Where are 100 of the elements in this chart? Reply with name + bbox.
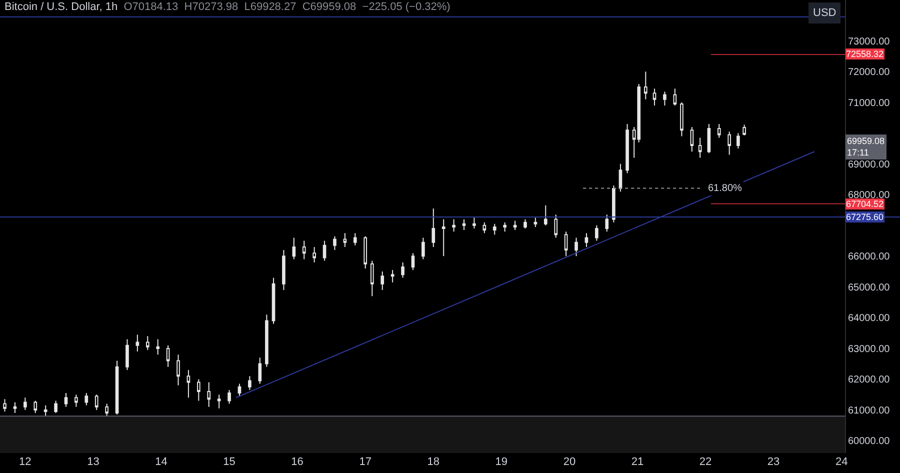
candlestick: [673, 88, 677, 106]
candlestick: [401, 262, 404, 278]
candlestick: [612, 184, 616, 223]
x-tick-label: 12: [19, 456, 32, 468]
candlestick: [472, 217, 476, 229]
candlestick: [64, 392, 68, 408]
y-tick-label: 68000.00: [848, 190, 890, 202]
annotation: USD: [813, 7, 836, 19]
x-tick-label: 24: [835, 456, 848, 468]
candlestick: [690, 126, 694, 152]
candlestick: [503, 222, 506, 232]
x-tick-label: 14: [155, 456, 168, 468]
candlestick: [136, 334, 140, 352]
candlestick: [626, 123, 629, 174]
candlestick: [728, 131, 732, 156]
candlestick: [554, 214, 558, 238]
candlestick: [156, 338, 160, 356]
x-tick-label: 20: [563, 456, 576, 468]
x-tick-label: 18: [427, 456, 440, 468]
y-tick-label: 63000.00: [848, 344, 890, 355]
candlestick: [272, 277, 276, 324]
y-tick-label: 62000.00: [848, 374, 890, 386]
candlestick: [176, 354, 180, 386]
candlestick: [462, 218, 466, 231]
candlestick: [663, 91, 666, 106]
candlestick: [574, 237, 578, 257]
y-tick-label: 66000.00: [848, 252, 890, 263]
candlestick: [544, 204, 548, 226]
y-tick-label: 71000.00: [848, 98, 890, 109]
candlestick: [742, 124, 746, 136]
x-tick-label: 19: [495, 456, 508, 468]
x-tick-label: 16: [291, 456, 304, 468]
candlestick: [584, 232, 588, 248]
candlestick: [302, 240, 306, 260]
text: 69959.08 17:11: [847, 136, 885, 158]
candlestick: [353, 232, 357, 246]
candlestick: [364, 236, 368, 269]
candlestick: [115, 360, 119, 416]
chart-title: Bitcoin / U.S. Dollar, 1h: [4, 1, 118, 14]
y-tick-label: 69000.00: [848, 159, 890, 170]
candlestick: [3, 398, 6, 412]
candlestick: [207, 382, 211, 408]
candlestick: [680, 102, 684, 137]
candlestick: [54, 400, 58, 414]
candlestick: [74, 394, 78, 408]
candlestick: [13, 402, 17, 414]
candlestick: [370, 260, 374, 297]
candlestick: [482, 222, 486, 234]
chart-subtitle: O70184.13 H70273.98 L69928.27 C69959.08 −225.05 (−0.32%): [124, 1, 450, 14]
candlestick: [390, 270, 394, 283]
candlestick: [238, 383, 242, 397]
candlestick: [186, 369, 190, 398]
candlestick: [432, 208, 436, 248]
candlestick: [282, 250, 286, 291]
candlestick: [736, 132, 740, 150]
y-tick-label: 61000.00: [848, 405, 890, 416]
candlestick: [217, 394, 221, 409]
candlestick: [380, 271, 384, 291]
candlestick: [312, 246, 316, 263]
candlestick: [197, 378, 200, 402]
y-tick-label: 64000.00: [848, 313, 890, 324]
candlestick: [707, 123, 711, 154]
candlestick: [442, 218, 446, 257]
candlestick: [513, 220, 517, 231]
candlestick: [605, 214, 609, 232]
text: 72558.32: [846, 49, 884, 59]
candlestick: [265, 314, 268, 368]
candlestick: [595, 224, 598, 242]
y-tick-label: 72000.00: [848, 67, 890, 78]
candlestick: [292, 237, 296, 260]
candlestick: [452, 218, 456, 232]
y-tick-label: 60000.00: [848, 436, 890, 448]
candlestick: [534, 217, 538, 228]
y-tick-label: 73000.00: [848, 36, 890, 48]
x-tick-label: 13: [87, 456, 100, 468]
candlestick: [126, 338, 129, 370]
candlestick: [228, 389, 231, 404]
candlestick: [564, 231, 568, 257]
x-tick-label: 15: [223, 456, 236, 468]
candlestick: [524, 218, 527, 229]
candlestick: [644, 71, 648, 100]
candlestick: [146, 336, 150, 350]
candlestick: [333, 236, 336, 251]
candlestick: [422, 237, 425, 260]
candlestick: [322, 240, 326, 262]
candlestick: [258, 357, 262, 384]
candlestick: [717, 123, 721, 138]
candlestick: [343, 232, 347, 248]
candlestick: [411, 252, 415, 271]
candlestick: [618, 163, 622, 192]
y-tick-label: 65000.00: [848, 282, 890, 294]
x-tick-label: 22: [699, 456, 712, 468]
annotation: 61.80%: [708, 183, 742, 194]
x-tick-label: 21: [631, 456, 644, 468]
candlestick: [105, 403, 108, 417]
candlestick: [248, 376, 252, 390]
candlestick: [94, 394, 98, 410]
candlestick: [492, 223, 496, 236]
candlestick: [84, 392, 88, 406]
candlestick: [44, 404, 48, 417]
